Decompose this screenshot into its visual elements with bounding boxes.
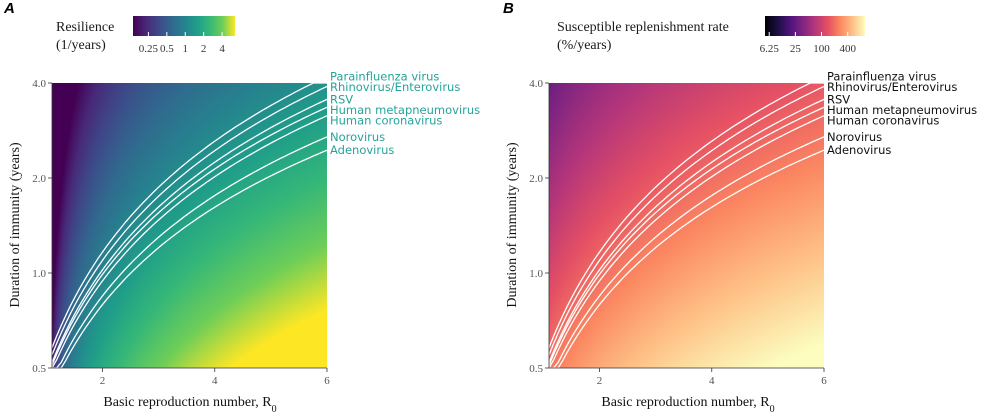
y-tick-label: 1.0 — [32, 268, 46, 280]
legend-tick-label: 0.5 — [160, 43, 174, 55]
legend-tick-label: 25 — [790, 43, 802, 55]
virus-label: Human coronavirus — [827, 113, 939, 127]
x-axis-title-text-b: Basic reproduction number, R — [601, 395, 770, 410]
virus-label: Norovirus — [827, 130, 882, 144]
y-tick-label: 0.5 — [529, 363, 543, 375]
contour-line — [548, 115, 825, 369]
virus-label: RSV — [330, 92, 353, 106]
heatmap-b — [549, 83, 824, 368]
contour-line — [51, 98, 328, 363]
y-ticks-a: 0.5 1.0 2.0 4.0 — [32, 78, 52, 375]
panel-letter-b: B — [503, 0, 514, 17]
heatmap-a — [52, 83, 327, 368]
x-tick-label: 2 — [100, 375, 106, 387]
y-tick-label: 4.0 — [32, 78, 46, 90]
legend-ticks-a: 0.25 0.5 1 2 4 — [139, 32, 225, 55]
y-tick-label: 2.0 — [32, 173, 46, 185]
x-axis-title-sub-b: 0 — [770, 404, 775, 415]
virus-label: Parainfluenza virus — [330, 69, 439, 83]
y-tick-label: 0.5 — [32, 363, 46, 375]
virus-labels-b: Parainfluenza virusRhinovirus/Enteroviru… — [827, 69, 977, 157]
legend-title-line1-b: Susceptible replenishment rate — [557, 20, 729, 35]
x-tick-label: 2 — [597, 375, 603, 387]
contour-line — [51, 115, 328, 369]
y-tick-label: 1.0 — [529, 268, 543, 280]
virus-label: Human metapneumovirus — [330, 103, 480, 117]
x-tick-label: 4 — [709, 375, 715, 387]
legend-b: Susceptible replenishment rate (%/years)… — [557, 16, 865, 55]
virus-label: RSV — [827, 92, 850, 106]
contour-line — [548, 106, 825, 366]
contours-a — [51, 82, 328, 369]
legend-title-line2-b: (%/years) — [557, 38, 612, 53]
contours-b — [548, 82, 825, 369]
x-ticks-b: 2 4 6 — [597, 368, 827, 387]
colorbar-a — [133, 16, 235, 36]
x-axis-title-text-a: Basic reproduction number, R — [103, 395, 272, 410]
legend-ticks-b: 6.25 25 100 400 — [760, 32, 856, 55]
contour-line — [548, 82, 824, 348]
contour-line — [52, 149, 328, 369]
contour-line — [51, 82, 327, 348]
contour-line — [548, 98, 825, 363]
y-axis-title-b: Duration of immunity (years) — [505, 142, 520, 308]
contour-line — [51, 106, 328, 366]
legend-tick-label: 4 — [219, 43, 225, 55]
legend-a: Resilience (1/years) 0.25 0.5 1 2 4 — [56, 16, 235, 55]
contour-line — [549, 149, 825, 369]
legend-tick-label: 2 — [201, 43, 207, 55]
y-tick-label: 2.0 — [529, 173, 543, 185]
virus-label: Human coronavirus — [330, 113, 442, 127]
x-ticks-a: 2 4 6 — [100, 368, 330, 387]
panel-letter-a: A — [3, 0, 15, 17]
x-axis-title-sub-a: 0 — [272, 404, 277, 415]
panel-a: A Resilience (1/years) 0.25 0.5 1 2 4 Parain… — [3, 0, 480, 415]
panel-b: B Susceptible replenishment rate (%/year… — [503, 0, 977, 415]
legend-tick-label: 6.25 — [760, 43, 780, 55]
legend-title-line2-a: (1/years) — [56, 38, 106, 53]
virus-label: Rhinovirus/Enterovirus — [827, 80, 957, 94]
legend-tick-label: 0.25 — [139, 43, 159, 55]
y-ticks-b: 0.5 1.0 2.0 4.0 — [529, 78, 549, 375]
x-axis-title-a: Basic reproduction number, R0 — [103, 395, 276, 415]
contour-line — [51, 85, 328, 356]
x-tick-label: 6 — [324, 375, 330, 387]
x-tick-label: 4 — [212, 375, 218, 387]
virus-label: Parainfluenza virus — [827, 69, 936, 83]
contour-line — [52, 136, 328, 369]
x-tick-label: 6 — [821, 375, 827, 387]
virus-label: Norovirus — [330, 130, 385, 144]
x-axis-title-b: Basic reproduction number, R0 — [601, 395, 774, 415]
contour-line — [548, 85, 825, 356]
legend-title-line1-a: Resilience — [56, 20, 114, 35]
virus-label: Human metapneumovirus — [827, 103, 977, 117]
virus-labels-a: Parainfluenza virusRhinovirus/Enteroviru… — [330, 69, 480, 157]
virus-label: Rhinovirus/Enterovirus — [330, 80, 460, 94]
virus-label: Adenovirus — [827, 143, 891, 157]
legend-tick-label: 400 — [839, 43, 856, 55]
colorbar-b — [765, 16, 865, 36]
virus-label: Adenovirus — [330, 143, 394, 157]
y-tick-label: 4.0 — [529, 78, 543, 90]
plot-area-b: Parainfluenza virusRhinovirus/Enteroviru… — [529, 69, 977, 387]
legend-tick-label: 100 — [813, 43, 830, 55]
plot-area-a: Parainfluenza virusRhinovirus/Enteroviru… — [32, 69, 480, 387]
legend-tick-label: 1 — [183, 43, 189, 55]
contour-line — [549, 136, 825, 369]
y-axis-title-a: Duration of immunity (years) — [8, 142, 23, 308]
